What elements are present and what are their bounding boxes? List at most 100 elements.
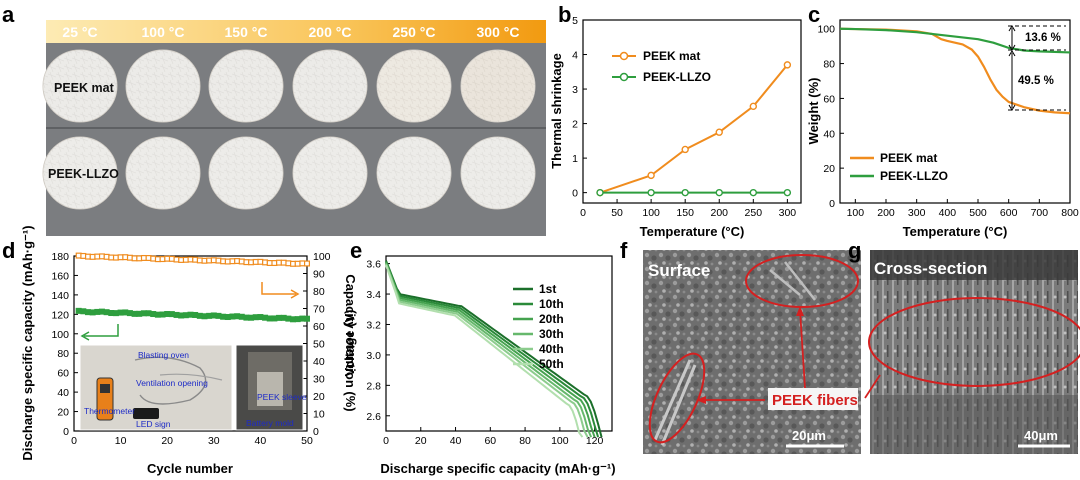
x-tick-label: 600: [1000, 207, 1018, 219]
sem-f-title: Surface: [648, 261, 710, 280]
data-point: [647, 188, 655, 197]
c-annotation-49-5: 49.5 %: [1018, 75, 1054, 87]
y-tick-label: 3.6: [366, 259, 381, 271]
legend-label: 50th: [539, 357, 564, 371]
series-line: [385, 264, 584, 438]
x-tick-label: 800: [1061, 207, 1079, 219]
x-tick-label: 0: [383, 435, 389, 447]
legend-label: 1st: [539, 282, 556, 296]
disc-texture: [293, 50, 367, 122]
y-tick-label: 60: [57, 368, 69, 380]
data-point: [304, 260, 311, 267]
panel-f: f Surface PEEK fibers 20μm: [620, 238, 861, 454]
x-tick-label: 200: [710, 207, 728, 219]
series-line: [385, 260, 603, 438]
disc-texture: [461, 50, 535, 122]
panel-label-a: a: [2, 2, 15, 27]
inset-label-thermometer: Thermometer: [84, 406, 135, 416]
e-ylabel: Voltage (V): [342, 310, 357, 377]
y-tick-label: 80: [823, 59, 835, 71]
data-point: [749, 102, 758, 111]
c-annotations: 13.6 % 49.5 %: [1008, 25, 1066, 111]
x-tick-label: 0: [580, 207, 586, 219]
legend-label: 20th: [539, 312, 564, 326]
panel-label-f: f: [620, 238, 628, 263]
disc-texture: [293, 137, 367, 209]
x-tick-label: 300: [908, 207, 926, 219]
y-tick-label: 120: [51, 309, 69, 321]
panel-label-b: b: [558, 2, 571, 27]
x-tick-label: 80: [519, 435, 531, 447]
sem-f-scale: 20μm: [792, 428, 826, 443]
x-tick-label: 40: [450, 435, 462, 447]
x-tick-label: 20: [415, 435, 427, 447]
temp-label: 25 °C: [62, 24, 97, 40]
y-tick-label: 1: [572, 153, 578, 165]
y-tick-label: 30: [313, 374, 325, 386]
legend-label: 30th: [539, 327, 564, 341]
y-tick-label: 100: [313, 251, 331, 263]
data-point: [596, 188, 604, 197]
disc-texture: [377, 137, 451, 209]
disc-texture: [126, 137, 200, 209]
panel-e: e 0 20 40 60 80 100 120 2.6 2.8 3.0 3.2 3.4 3.6 1st1…: [342, 238, 616, 476]
x-tick-label: 20: [161, 435, 173, 447]
y-tick-label: 2: [572, 119, 578, 131]
x-tick-label: 500: [969, 207, 987, 219]
x-tick-label: 100: [642, 207, 660, 219]
temp-label: 100 °C: [142, 24, 185, 40]
panel-g: g Cross-section 40μm: [848, 238, 1080, 454]
inset-label-peek-sleeve: PEEK sleeve: [257, 392, 307, 402]
temperature-bar: [46, 20, 546, 43]
data-point: [783, 188, 792, 197]
series-line: [385, 262, 593, 438]
y-tick-label: 20: [823, 163, 835, 175]
sem-surface-image: [643, 250, 861, 454]
y-tick-label: 70: [313, 304, 325, 316]
c-xlabel: Temperature (°C): [903, 224, 1008, 239]
sem-g-scale: 40μm: [1024, 428, 1058, 443]
disc-texture: [209, 137, 283, 209]
x-tick-label: 100: [847, 207, 865, 219]
c-legend-peek-llzo: PEEK-LLZO: [880, 169, 948, 183]
x-tick-label: 40: [255, 435, 267, 447]
panel-label-c: c: [808, 2, 820, 27]
y-tick-label: 3.4: [366, 289, 381, 301]
b-ylabel: Thermal shrinkage: [549, 53, 564, 169]
b-xlabel: Temperature (°C): [640, 224, 745, 239]
data-point: [783, 61, 792, 69]
x-tick-label: 50: [301, 435, 313, 447]
b-legend-peek-mat: PEEK mat: [643, 49, 700, 63]
series-line: [839, 27, 1071, 54]
x-tick-label: 60: [484, 435, 496, 447]
y-tick-label: 0: [829, 198, 835, 210]
b-legend: PEEK mat PEEK-LLZO: [612, 49, 711, 84]
y-tick-label: 50: [313, 339, 325, 351]
data-point: [715, 128, 723, 136]
plot-frame-c: [839, 19, 1071, 204]
y-tick-label: 3.0: [366, 350, 381, 362]
y-tick-label: 0: [313, 426, 319, 438]
c-annotation-13-6: 13.6 %: [1025, 32, 1061, 44]
x-tick-label: 100: [551, 435, 569, 447]
y-tick-label: 10: [313, 409, 325, 421]
plot-frame-b: [582, 19, 802, 204]
y-tick-label: 4: [572, 50, 578, 62]
x-tick-label: 150: [676, 207, 694, 219]
x-tick-label: 300: [779, 207, 797, 219]
y-tick-label: 2.6: [366, 411, 381, 423]
legend-label: 40th: [539, 342, 564, 356]
x-tick-label: 400: [939, 207, 957, 219]
series-line: [385, 262, 596, 438]
c-legend-peek-mat: PEEK mat: [880, 151, 937, 165]
y-tick-label: 40: [313, 356, 325, 368]
y-tick-label: 80: [313, 286, 325, 298]
y-tick-label: 140: [51, 290, 69, 302]
x-tick-label: 200: [877, 207, 895, 219]
series-line: [385, 261, 600, 438]
row-label-peek-llzo: PEEK-LLZO: [48, 167, 119, 181]
data-point: [715, 188, 723, 197]
y-tick-label: 40: [823, 128, 835, 140]
x-tick-label: 0: [71, 435, 77, 447]
y-tick-label: 0: [63, 426, 69, 438]
